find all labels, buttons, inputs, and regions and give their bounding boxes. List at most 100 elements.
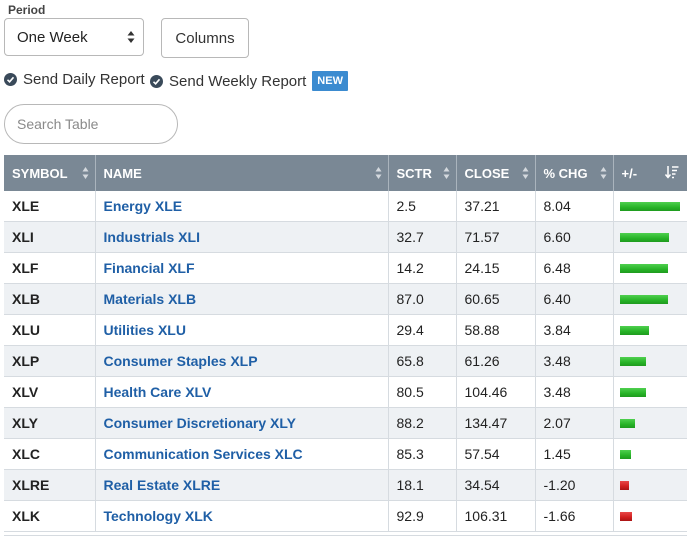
table-row[interactable]: XLI Industrials XLI 32.7 71.57 6.60 — [4, 221, 687, 253]
sort-icon — [375, 167, 381, 179]
change-bar — [619, 387, 646, 397]
table-row[interactable]: XLRE Real Estate XLRE 18.1 34.54 -1.20 — [4, 469, 687, 501]
change-bar — [619, 449, 631, 459]
table-row[interactable]: XLY Consumer Discretionary XLY 88.2 134.47 2… — [4, 407, 687, 439]
symbol-cell: XLU — [4, 314, 96, 346]
sctr-cell: 88.2 — [388, 407, 457, 439]
daily-report-toggle[interactable]: Send Daily Report — [4, 71, 145, 88]
chg-cell: 6.40 — [535, 283, 614, 315]
close-cell: 24.15 — [456, 252, 536, 284]
header-symbol[interactable]: SYMBOL — [4, 155, 96, 191]
change-bar — [619, 201, 680, 211]
change-bar-cell — [613, 376, 687, 408]
chg-cell: 6.60 — [535, 221, 614, 253]
change-bar — [619, 356, 646, 366]
check-circle-icon — [4, 73, 17, 86]
change-bar — [619, 418, 635, 428]
header-sctr[interactable]: SCTR — [388, 155, 457, 191]
search-input[interactable] — [4, 104, 178, 144]
symbol-cell: XLE — [4, 191, 96, 222]
chg-cell: -1.20 — [535, 469, 614, 501]
table-row[interactable]: XLP Consumer Staples XLP 65.8 61.26 3.48 — [4, 345, 687, 377]
chg-cell: 6.48 — [535, 252, 614, 284]
header-name-label: NAME — [103, 165, 142, 181]
table-row[interactable]: XLF Financial XLF 14.2 24.15 6.48 — [4, 252, 687, 284]
symbol-cell: XLF — [4, 252, 96, 284]
table-row[interactable]: XLC Communication Services XLC 85.3 57.54 1.… — [4, 438, 687, 470]
weekly-report-toggle[interactable]: Send Weekly Report NEW — [150, 71, 348, 91]
sort-icon — [82, 167, 88, 179]
change-bar-cell — [613, 221, 687, 253]
change-bar-cell — [613, 191, 687, 222]
change-bar — [619, 480, 629, 490]
header-sctr-label: SCTR — [396, 165, 432, 181]
change-bar — [619, 294, 668, 304]
table-row[interactable]: XLK Technology XLK 92.9 106.31 -1.66 — [4, 500, 687, 532]
change-bar-cell — [613, 345, 687, 377]
period-select[interactable]: One Week — [4, 18, 144, 56]
close-cell: 71.57 — [456, 221, 536, 253]
table-bottom-border — [4, 535, 687, 536]
name-link[interactable]: Communication Services XLC — [95, 438, 389, 470]
name-link[interactable]: Utilities XLU — [95, 314, 389, 346]
sort-icon — [600, 167, 606, 179]
sort-icon — [522, 167, 528, 179]
header-plusminus[interactable]: +/- — [613, 155, 687, 191]
symbol-cell: XLI — [4, 221, 96, 253]
table-row[interactable]: XLU Utilities XLU 29.4 58.88 3.84 — [4, 314, 687, 346]
close-cell: 106.31 — [456, 500, 536, 532]
chg-cell: -1.66 — [535, 500, 614, 532]
name-link[interactable]: Industrials XLI — [95, 221, 389, 253]
table-row[interactable]: XLV Health Care XLV 80.5 104.46 3.48 — [4, 376, 687, 408]
sctr-cell: 87.0 — [388, 283, 457, 315]
period-select-value: One Week — [17, 28, 88, 46]
name-link[interactable]: Real Estate XLRE — [95, 469, 389, 501]
change-bar — [619, 511, 632, 521]
name-link[interactable]: Health Care XLV — [95, 376, 389, 408]
change-bar — [619, 325, 649, 335]
sctr-cell: 85.3 — [388, 438, 457, 470]
sctr-cell: 14.2 — [388, 252, 457, 284]
name-link[interactable]: Energy XLE — [95, 191, 389, 222]
symbol-cell: XLP — [4, 345, 96, 377]
name-link[interactable]: Consumer Discretionary XLY — [95, 407, 389, 439]
chg-cell: 3.48 — [535, 345, 614, 377]
header-name[interactable]: NAME — [95, 155, 389, 191]
sector-table: SYMBOL NAME SCTR CLOSE % CHG +/- — [4, 155, 687, 532]
chg-cell: 8.04 — [535, 191, 614, 222]
symbol-cell: XLRE — [4, 469, 96, 501]
chg-cell: 3.84 — [535, 314, 614, 346]
close-cell: 61.26 — [456, 345, 536, 377]
symbol-cell: XLK — [4, 500, 96, 532]
close-cell: 34.54 — [456, 469, 536, 501]
name-link[interactable]: Financial XLF — [95, 252, 389, 284]
check-circle-icon — [150, 74, 163, 88]
period-label: Period — [8, 3, 46, 17]
chg-cell: 1.45 — [535, 438, 614, 470]
symbol-cell: XLY — [4, 407, 96, 439]
chg-cell: 2.07 — [535, 407, 614, 439]
sort-descending-icon — [665, 166, 679, 179]
name-link[interactable]: Materials XLB — [95, 283, 389, 315]
name-link[interactable]: Technology XLK — [95, 500, 389, 532]
close-cell: 37.21 — [456, 191, 536, 222]
daily-report-label: Send Daily Report — [23, 71, 145, 88]
sctr-cell: 18.1 — [388, 469, 457, 501]
table-row[interactable]: XLB Materials XLB 87.0 60.65 6.40 — [4, 283, 687, 315]
header-close[interactable]: CLOSE — [456, 155, 536, 191]
table-header-row: SYMBOL NAME SCTR CLOSE % CHG +/- — [4, 155, 687, 191]
select-caret-icon — [127, 31, 135, 43]
table-row[interactable]: XLE Energy XLE 2.5 37.21 8.04 — [4, 191, 687, 222]
sctr-cell: 65.8 — [388, 345, 457, 377]
change-bar-cell — [613, 438, 687, 470]
symbol-cell: XLC — [4, 438, 96, 470]
weekly-report-label: Send Weekly Report — [169, 72, 307, 90]
header-plusminus-label: +/- — [621, 165, 638, 181]
change-bar-cell — [613, 314, 687, 346]
change-bar-cell — [613, 469, 687, 501]
close-cell: 134.47 — [456, 407, 536, 439]
symbol-cell: XLB — [4, 283, 96, 315]
name-link[interactable]: Consumer Staples XLP — [95, 345, 389, 377]
header-chg[interactable]: % CHG — [535, 155, 614, 191]
columns-button[interactable]: Columns — [161, 18, 249, 58]
